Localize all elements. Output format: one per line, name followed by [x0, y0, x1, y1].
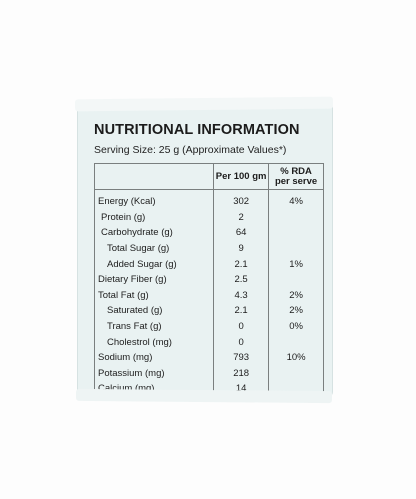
nutrient-value: 302: [213, 189, 270, 210]
table-row: Total Fat (g) 4.3 2%: [93, 287, 324, 304]
nutrient-name: Energy (Kcal): [93, 189, 215, 210]
nutrition-title: NUTRITIONAL INFORMATION: [94, 122, 300, 138]
nutrient-name: Added Sugar (g): [93, 256, 215, 272]
nutrient-value: 9: [213, 240, 270, 257]
nutrient-name: Potassium (mg): [93, 365, 215, 382]
nutrient-value: 793: [213, 349, 270, 366]
nutrient-value: 2.5: [213, 271, 270, 288]
header-rda: % RDA per serve: [268, 163, 324, 190]
nutrient-value: 2.1: [213, 303, 270, 319]
nutrient-name: Protein (g): [93, 209, 215, 226]
table-row: Carbohydrate (g) 64: [93, 225, 324, 241]
table-row: Dietary Fiber (g) 2.5: [93, 271, 324, 288]
serving-size-text: Serving Size: 25 g (Approximate Values*): [94, 144, 287, 156]
nutrient-rda: [268, 381, 324, 398]
nutrient-rda: [268, 209, 324, 226]
nutrient-name: Total Fat (g): [93, 287, 215, 304]
table-row: Calcium (mg) 14: [93, 381, 324, 398]
nutrient-value: 2.1: [213, 256, 270, 272]
nutrient-value: 4.3: [213, 287, 270, 304]
nutrient-name: Dietary Fiber (g): [93, 271, 215, 288]
table-row: Added Sugar (g) 2.1 1%: [93, 256, 324, 272]
header-rda-line1: % RDA: [280, 165, 312, 177]
nutrition-table: Per 100 gm % RDA per serve Energy (Kcal)…: [93, 163, 324, 398]
nutrient-rda: [268, 240, 324, 257]
table-row: Total Sugar (g) 9: [93, 240, 324, 257]
nutrient-rda: 2%: [268, 303, 324, 319]
nutrient-name: Trans Fat (g): [93, 318, 215, 335]
nutrient-value: 0: [213, 334, 270, 350]
table-row: Protein (g) 2: [93, 209, 324, 226]
nutrient-rda: [268, 271, 324, 288]
nutrient-rda: 4%: [268, 189, 324, 210]
nutrient-name: Calcium (mg): [93, 381, 215, 398]
nutrient-name: Carbohydrate (g): [93, 225, 215, 241]
header-nutrient: [93, 163, 215, 190]
nutrient-name: Saturated (g): [93, 303, 215, 319]
table-row: Potassium (mg) 218: [93, 365, 324, 382]
nutrition-label-panel: NUTRITIONAL INFORMATION Serving Size: 25…: [78, 104, 332, 398]
nutrient-value: 64: [213, 225, 270, 241]
header-per-100: Per 100 gm: [213, 163, 270, 190]
nutrient-rda: 10%: [268, 349, 324, 366]
table-row: Cholestrol (mg) 0: [93, 334, 324, 350]
header-rda-line2: per serve: [274, 175, 318, 187]
table-row: Saturated (g) 2.1 2%: [93, 303, 324, 319]
table-header-row: Per 100 gm % RDA per serve: [93, 163, 324, 190]
nutrient-value: 2: [213, 209, 270, 226]
table-row: Sodium (mg) 793 10%: [93, 349, 324, 366]
nutrient-rda: 0%: [268, 318, 324, 335]
nutrient-rda: [268, 225, 324, 241]
nutrient-rda: 1%: [268, 256, 324, 272]
nutrient-name: Total Sugar (g): [93, 240, 215, 257]
nutrient-name: Cholestrol (mg): [93, 334, 215, 350]
nutrient-value: 0: [213, 318, 270, 335]
nutrient-value: 218: [213, 365, 270, 382]
nutrient-value: 14: [213, 381, 270, 398]
nutrient-rda: 2%: [268, 287, 324, 304]
table-row: Trans Fat (g) 0 0%: [93, 318, 324, 335]
table-row: Energy (Kcal) 302 4%: [93, 189, 324, 210]
nutrient-rda: [268, 334, 324, 350]
nutrient-name: Sodium (mg): [93, 349, 215, 366]
nutrient-rda: [268, 365, 324, 382]
